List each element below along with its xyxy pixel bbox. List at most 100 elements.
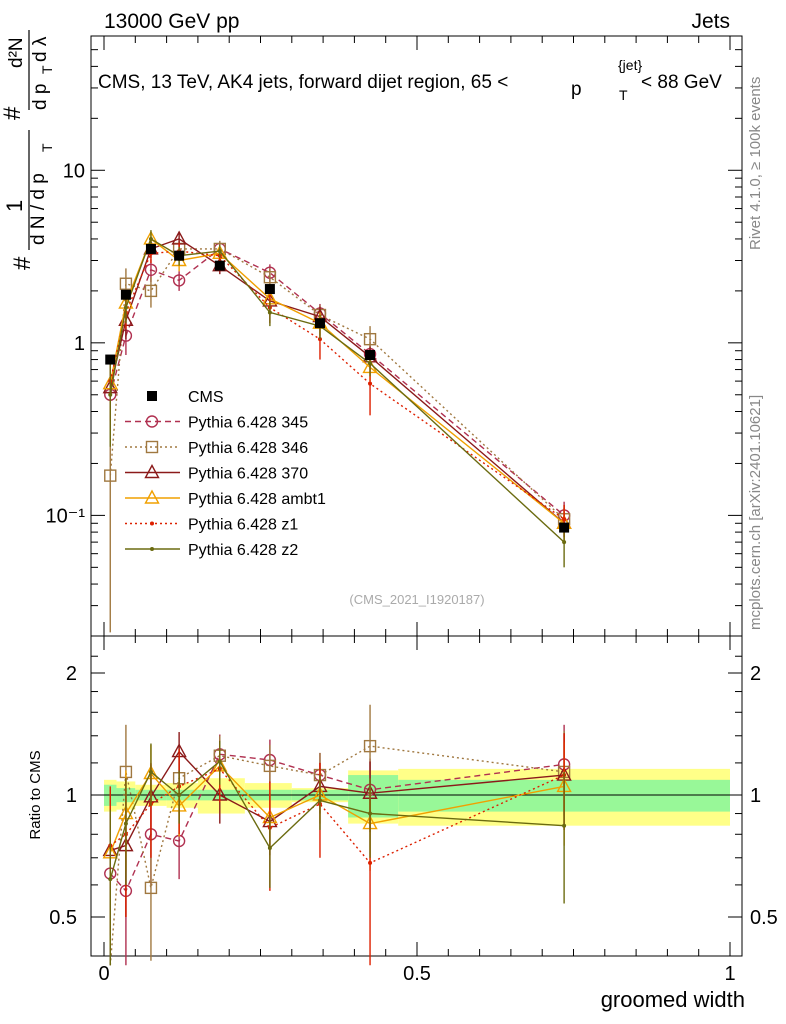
ratio-point bbox=[108, 877, 113, 882]
series-point bbox=[368, 381, 373, 386]
ylabel-dpt: d p bbox=[30, 84, 51, 110]
xtick-label: 0.5 bbox=[403, 963, 431, 985]
title-sub: T bbox=[619, 87, 628, 103]
legend-marker-cms bbox=[147, 391, 157, 401]
cms-point bbox=[314, 318, 325, 329]
title-sup: {jet} bbox=[618, 57, 642, 73]
series-5 bbox=[108, 230, 567, 568]
ylabel-hash2: # bbox=[0, 106, 26, 120]
main-panel: 10⁻¹ 1 10 bbox=[46, 35, 743, 637]
cms-point bbox=[264, 284, 275, 295]
series-point bbox=[119, 277, 133, 290]
x-axis-label: groomed width bbox=[601, 987, 745, 1012]
header-energy: 13000 GeV pp bbox=[104, 10, 239, 33]
series-0 bbox=[104, 242, 571, 533]
legend-label: Pythia 6.428 345 bbox=[188, 415, 308, 432]
series-line bbox=[109, 250, 565, 520]
legend-marker bbox=[145, 440, 159, 454]
series-line bbox=[109, 237, 565, 524]
series-point bbox=[108, 392, 113, 397]
analysis-watermark: (CMS_2021_I1920187) bbox=[349, 592, 484, 607]
ratio-point bbox=[123, 821, 128, 826]
ratio-point bbox=[263, 759, 277, 773]
series-point bbox=[363, 332, 377, 346]
ratio-point bbox=[363, 739, 377, 753]
cms-data bbox=[105, 243, 570, 533]
ratio-point bbox=[317, 798, 322, 803]
title-prefix: CMS, 13 TeV, AK4 jets, forward dijet reg… bbox=[98, 72, 508, 93]
ylabel-hash: # bbox=[9, 256, 36, 270]
ylabel-one: 1 bbox=[2, 200, 27, 212]
series-point bbox=[123, 305, 128, 310]
series-line bbox=[109, 238, 565, 524]
ratio-ytick-label-right: 2 bbox=[750, 663, 761, 685]
series-line bbox=[109, 248, 565, 516]
legend-marker bbox=[150, 547, 154, 551]
ratio-line bbox=[109, 753, 565, 893]
cms-point bbox=[174, 250, 185, 261]
rivet-label: Rivet 4.1.0, ≥ 100k events bbox=[747, 77, 764, 250]
legend: CMS Pythia 6.428 345 Pythia 6.428 346 Pythi… bbox=[125, 389, 326, 559]
cms-point bbox=[145, 243, 156, 254]
mcplots-label: mcplots.cern.ch [arXiv:2401.10621] bbox=[747, 395, 764, 630]
legend-label: Pythia 6.428 346 bbox=[188, 440, 308, 457]
series-point bbox=[144, 263, 158, 276]
cms-point bbox=[120, 289, 131, 300]
ratio-point bbox=[368, 860, 373, 865]
series-point bbox=[562, 517, 567, 522]
xtick-label: 1 bbox=[724, 963, 735, 985]
series-point bbox=[104, 469, 117, 482]
ratio-point bbox=[148, 769, 153, 774]
ylabel-sub-t2: T bbox=[39, 65, 55, 74]
ratio-point bbox=[177, 793, 182, 797]
ratio-ylabel: Ratio to CMS bbox=[27, 750, 44, 839]
legend-label: Pythia 6.428 z1 bbox=[188, 517, 298, 534]
ratio-ytick-label: 2 bbox=[66, 663, 77, 685]
ratio-point bbox=[217, 759, 222, 764]
title-suffix: < 88 GeV bbox=[641, 72, 722, 93]
ratio-panel: 0.5 0.5 1 1 2 2 0 0.5 1 bbox=[49, 635, 778, 985]
ratio-series-2 bbox=[102, 732, 572, 944]
cms-point bbox=[559, 522, 570, 533]
cms-point bbox=[105, 354, 116, 365]
series-point bbox=[562, 540, 567, 545]
series-point bbox=[148, 236, 153, 241]
ratio-point bbox=[267, 845, 272, 850]
ratio-series-4 bbox=[108, 733, 567, 966]
main-ytick-label: 10⁻¹ bbox=[46, 505, 86, 527]
legend-label-cms: CMS bbox=[188, 389, 224, 406]
main-ytick-label: 1 bbox=[74, 333, 85, 355]
main-marks bbox=[102, 230, 572, 633]
ratio-series-5 bbox=[108, 740, 567, 966]
ratio-point bbox=[562, 823, 567, 828]
ratio-band-stat bbox=[348, 775, 399, 818]
header-jets: Jets bbox=[691, 10, 730, 33]
main-ytick-label: 10 bbox=[63, 160, 85, 182]
main-ticks: 10⁻¹ 1 10 bbox=[46, 35, 742, 637]
ratio-point bbox=[144, 881, 158, 895]
ratio-marks bbox=[102, 704, 572, 966]
ratio-ytick-label-right: 1 bbox=[750, 785, 761, 807]
series-point bbox=[267, 310, 272, 315]
ylabel-dlambda: d λ bbox=[30, 36, 51, 62]
series-point bbox=[144, 284, 158, 298]
legend-marker bbox=[144, 489, 160, 504]
ylabel-dndpt: d N / d p bbox=[28, 173, 49, 245]
xtick-label: 0 bbox=[98, 963, 109, 985]
series-line bbox=[109, 237, 565, 543]
legend-label: Pythia 6.428 ambt1 bbox=[188, 491, 326, 508]
legend-label: Pythia 6.428 370 bbox=[188, 466, 308, 483]
legend-marker bbox=[150, 521, 154, 526]
series-point bbox=[172, 274, 186, 287]
series-4 bbox=[108, 242, 567, 537]
series-1 bbox=[104, 240, 571, 633]
cms-point bbox=[214, 260, 225, 271]
legend-label: Pythia 6.428 z2 bbox=[188, 542, 298, 559]
ratio-ticks: 0.5 0.5 1 1 2 2 0 0.5 1 bbox=[49, 636, 778, 985]
legend-marker bbox=[145, 415, 159, 428]
legend-marker bbox=[144, 464, 160, 479]
ratio-ytick-label-right: 0.5 bbox=[750, 907, 778, 929]
ratio-ytick-label: 1 bbox=[66, 785, 77, 807]
series-point bbox=[263, 271, 277, 284]
